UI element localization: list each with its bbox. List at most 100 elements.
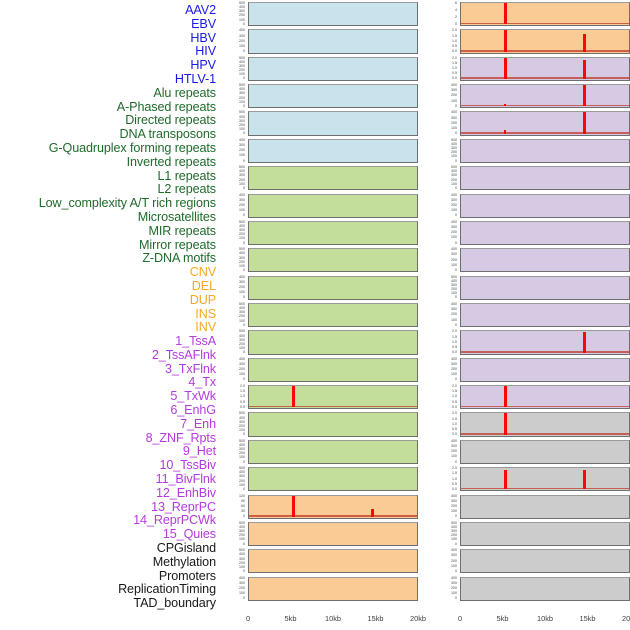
track-row[interactable] [460,494,630,519]
track-row[interactable] [460,412,630,437]
y-tick-label: 100 [239,537,245,542]
track-row[interactable] [460,357,630,382]
y-tick-label: 200 [451,150,457,155]
data-spike [503,413,507,435]
y-tick-group: 2.0 1.5 1.0 0.5 0.0 [222,384,245,409]
y-tick-group: 400 300 200 100 0 [434,302,457,327]
track-row[interactable] [460,303,630,328]
y-tick-label: 0 [455,459,457,464]
track-row[interactable] [460,84,630,109]
y-tick-group: 400 300 200 100 0 [434,439,457,464]
track-row[interactable] [460,467,630,492]
track-row[interactable] [248,248,418,273]
y-tick-label: 200 [451,366,457,372]
y-tick-group: 2.0 1.5 1.0 0.5 0.0 [434,411,457,437]
track-row[interactable] [460,166,630,191]
y-tick-label: 100 [451,154,457,159]
x-tick-label: 0 [457,614,463,623]
y-tick-label: 500 [451,520,457,525]
y-tick-group: 500 400 300 200 100 0 [222,83,245,108]
track-row[interactable] [460,138,630,163]
track-row[interactable] [248,166,418,191]
y-tick-label: 400 [239,114,245,119]
y-tick-label: 500 [239,55,245,60]
y-tick-label: 400 [451,278,457,283]
track-row[interactable] [248,330,418,355]
track-row[interactable] [248,576,418,601]
y-tick-label: 100 [451,317,457,322]
y-tick-label: 0.0 [452,432,457,437]
track-label-mirror-repeats: Mirror repeats [139,237,216,252]
y-tick-label: 300 [451,529,457,534]
track-row[interactable] [248,385,418,410]
x-tick-label: 10kb [536,614,554,623]
y-tick-label: 100 [451,207,457,213]
track-row[interactable] [248,439,418,464]
track-row[interactable] [248,138,418,163]
y-tick-label: 200 [451,585,457,591]
track-row[interactable] [460,56,630,81]
track-row[interactable] [460,576,630,601]
track-row[interactable] [460,549,630,574]
y-tick-label: 200 [239,68,245,73]
track-row[interactable] [460,521,630,547]
y-tick-label: 200 [239,259,245,264]
y-tick-label: 200 [239,585,245,591]
y-tick-label: 400 [239,575,245,580]
track-row[interactable] [248,84,418,109]
y-tick-label: 200 [451,120,457,125]
y-tick-label: 0.5 [452,71,457,76]
track-row[interactable] [460,111,630,136]
track-row[interactable] [460,29,630,54]
track-row[interactable] [248,357,418,382]
track-row[interactable] [460,330,630,355]
y-tick-label: 500 [239,247,245,252]
track-label-methylation: Methylation [152,554,216,569]
track-row[interactable] [248,111,418,136]
track-row[interactable] [248,29,418,54]
y-tick-label: 400 [239,356,245,361]
y-tick-label: 0 [455,267,457,273]
track-row[interactable] [248,220,418,246]
track-row[interactable] [248,2,418,27]
track-row[interactable] [248,303,418,328]
track-row[interactable] [248,521,418,547]
track-row[interactable] [460,220,630,246]
y-tick-label: 120 [239,493,245,498]
y-tick-label: 1.5 [452,334,457,339]
track-row[interactable] [460,275,630,300]
track-row[interactable] [460,193,630,218]
y-tick-label: 200 [239,423,245,428]
track-row[interactable] [248,56,418,81]
track-row[interactable] [460,385,630,410]
y-tick-label: 1.0 [452,394,457,399]
track-row[interactable] [460,439,630,464]
y-tick-label: 0 [455,596,457,601]
track-row[interactable] [248,494,418,519]
y-tick-label: 2.0 [452,329,457,334]
track-row[interactable] [248,412,418,437]
y-tick-label: 300 [451,252,457,257]
track-row[interactable] [248,467,418,492]
y-tick-label: 0 [455,131,457,136]
data-spike [503,104,506,107]
track-row[interactable] [460,2,630,27]
track-row[interactable] [248,549,418,574]
track-row[interactable] [248,193,418,218]
track-label-dup: DUP [189,292,216,307]
track-baseline [461,77,629,79]
track-row[interactable] [460,248,630,273]
data-spike [582,332,586,353]
y-tick-label: 400 [239,5,245,10]
y-tick-group: 400 300 200 100 0 [434,192,457,218]
y-tick-label: 90 [241,498,245,503]
y-tick-label: 0 [243,213,245,218]
track-label-7-enh: 7_Enh [180,416,216,431]
y-tick-label: 100 [239,99,245,104]
y-tick-group: 400 300 200 100 0 [222,274,245,300]
track-row[interactable] [248,275,418,300]
y-tick-label: 0 [243,541,245,546]
y-tick-label: 200 [451,503,457,508]
y-tick-label: 200 [451,286,457,292]
